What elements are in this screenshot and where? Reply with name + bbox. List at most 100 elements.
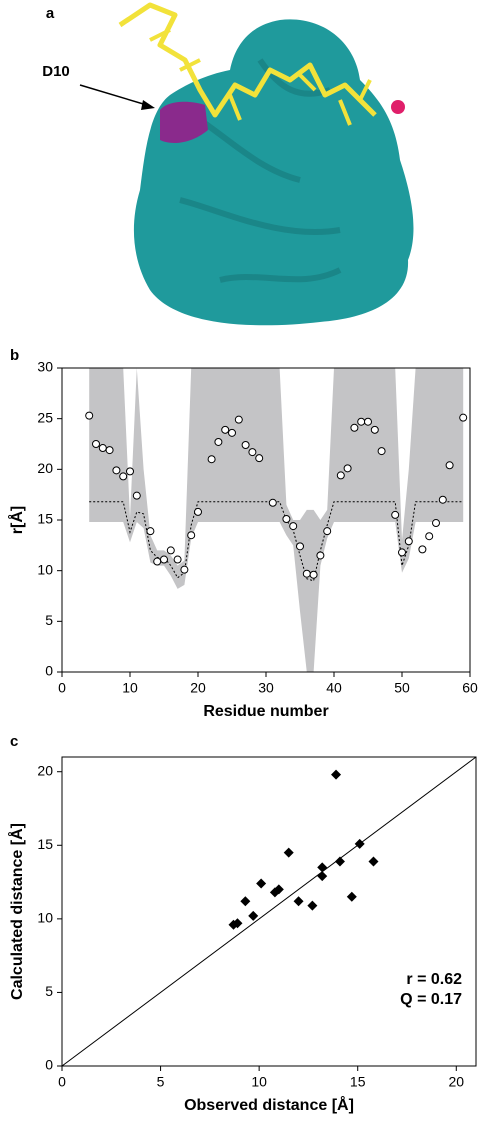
y-tick-label: 30 (37, 359, 53, 375)
point (255, 454, 264, 463)
y-tick-label: 25 (37, 409, 53, 425)
point (240, 896, 251, 907)
y-tick-label: 5 (45, 612, 53, 628)
protein-illustration (79, 2, 414, 326)
surface-shading (179, 58, 342, 283)
point (207, 455, 216, 464)
point (98, 444, 107, 453)
point (187, 531, 196, 540)
y-tick-label: 20 (37, 762, 53, 778)
point (391, 510, 400, 519)
point (248, 910, 259, 921)
point (377, 447, 386, 456)
point (248, 448, 257, 457)
point (323, 527, 332, 536)
x-tick-label: 40 (326, 680, 342, 696)
point (283, 847, 294, 858)
y-tick-label: 15 (37, 836, 53, 852)
arrow-head (141, 100, 155, 110)
point (432, 519, 440, 528)
point (160, 555, 168, 564)
predicted-line (89, 501, 464, 582)
point (268, 498, 277, 507)
x-tick-label: 15 (350, 1074, 366, 1090)
point (296, 542, 304, 551)
y-axis-label: Calculated distance [Å] (7, 823, 26, 1000)
panel-label: c (10, 733, 18, 750)
d10-patch (160, 101, 208, 143)
panel-label: a (46, 5, 55, 22)
point (282, 514, 291, 523)
point (354, 838, 365, 849)
point (302, 569, 311, 578)
x-tick-label: 20 (190, 680, 206, 696)
point (166, 546, 175, 555)
point (228, 919, 239, 930)
plot-frame (61, 756, 477, 1067)
point (336, 471, 345, 480)
point (228, 428, 236, 437)
panel-label: b (10, 347, 19, 364)
point (459, 413, 468, 422)
point (92, 440, 100, 448)
y-axis-label: r[Å] (7, 506, 26, 534)
y-tick-label: 20 (37, 460, 53, 476)
point (368, 856, 379, 867)
identity-line (61, 756, 477, 1067)
point (221, 425, 230, 434)
point (269, 887, 280, 898)
x-tick-label: 20 (448, 1074, 464, 1090)
x-tick-label: 60 (462, 680, 478, 696)
point (334, 856, 345, 867)
point (194, 507, 202, 516)
point (309, 570, 318, 579)
x-tick-label: 0 (58, 680, 66, 696)
point (119, 472, 128, 481)
arrow-line (79, 84, 151, 107)
point (307, 900, 318, 911)
x-tick-label: 0 (58, 1074, 66, 1090)
point (343, 464, 352, 473)
x-tick-label: 10 (122, 680, 138, 696)
y-tick-label: 10 (37, 910, 53, 926)
y-tick-label: 10 (37, 561, 53, 577)
plot-frame (61, 367, 471, 673)
point (357, 417, 366, 426)
y-tick-label: 0 (45, 1057, 53, 1073)
annotation: D10 (42, 63, 70, 80)
range-band (89, 368, 464, 672)
x-axis-label: Residue number (203, 703, 328, 720)
x-tick-label: 50 (394, 680, 410, 696)
point (146, 527, 155, 536)
point (180, 565, 189, 574)
x-tick-label: 10 (251, 1074, 267, 1090)
y-tick-label: 15 (37, 511, 53, 527)
point (112, 466, 121, 475)
point (438, 495, 447, 504)
sphere (391, 100, 405, 114)
x-axis-label: Observed distance [Å] (184, 1095, 354, 1114)
point (105, 446, 114, 455)
annotation: Q = 0.17 (400, 991, 462, 1008)
annotation: r = 0.62 (406, 971, 462, 988)
point (153, 557, 162, 566)
point (173, 555, 182, 564)
point (256, 878, 267, 889)
point (234, 415, 243, 424)
point (370, 425, 379, 434)
point (404, 537, 413, 546)
y-tick-label: 5 (45, 983, 53, 999)
point (346, 891, 357, 902)
point (289, 522, 298, 531)
point (316, 551, 325, 560)
point (364, 417, 372, 426)
point (398, 548, 406, 557)
y-tick-label: 0 (45, 663, 53, 679)
point (126, 467, 134, 476)
point (445, 461, 454, 470)
point (418, 545, 427, 554)
x-tick-label: 30 (258, 680, 274, 696)
point (214, 437, 223, 446)
x-tick-label: 5 (157, 1074, 165, 1090)
